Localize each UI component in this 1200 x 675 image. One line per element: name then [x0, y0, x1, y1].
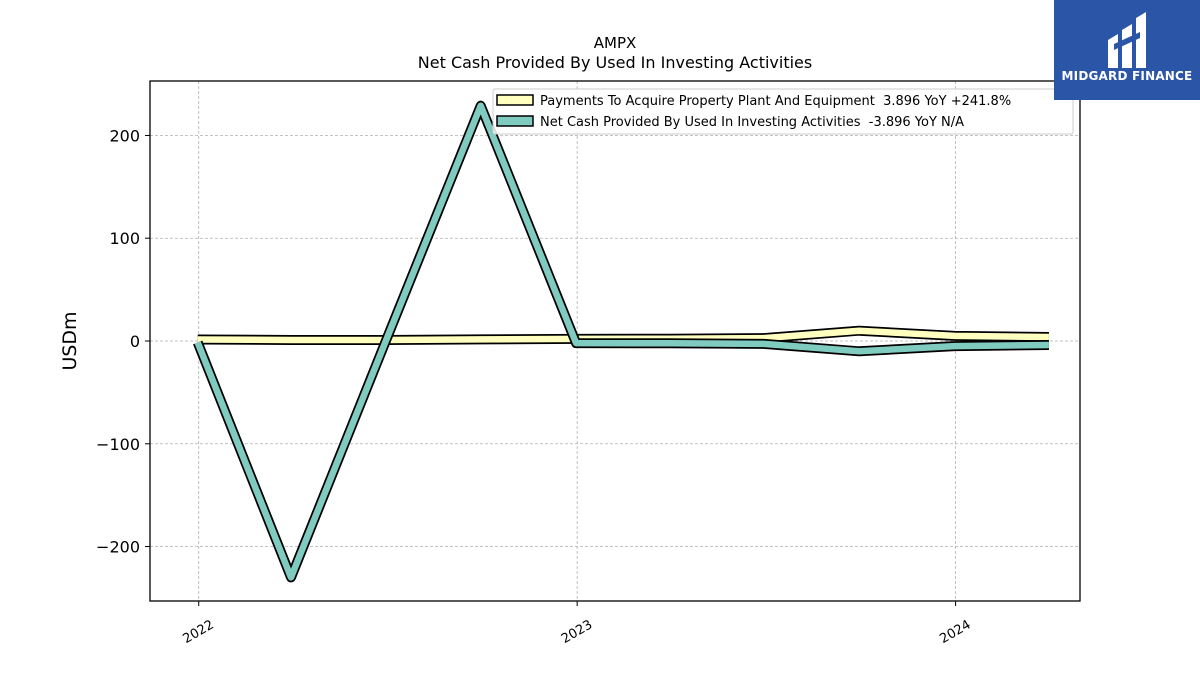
legend: Payments To Acquire Property Plant And E… — [492, 88, 1074, 135]
series-layer — [193, 100, 1049, 583]
y-tick-label: −200 — [96, 538, 140, 557]
y-axis-label: USDm — [59, 311, 81, 370]
x-tick-label: 2023 — [559, 617, 595, 647]
legend-swatch-capex — [496, 94, 534, 106]
legend-label-investing: Net Cash Provided By Used In Investing A… — [540, 115, 964, 130]
logo-mark-icon — [1108, 12, 1146, 68]
y-axis-ticks: 200 100 0 −100 −200 — [96, 126, 150, 557]
legend-label-capex: Payments To Acquire Property Plant And E… — [540, 94, 1011, 109]
chart-subtitle: Net Cash Provided By Used In Investing A… — [418, 53, 812, 72]
x-tick-label: 2024 — [937, 617, 973, 647]
y-tick-label: −100 — [96, 435, 140, 454]
brand-logo: MIDGARD FINANCE — [1054, 0, 1200, 100]
y-tick-label: 200 — [109, 126, 140, 145]
x-axis-ticks: 2022 2023 2024 — [181, 601, 974, 647]
y-tick-label: 100 — [109, 229, 140, 248]
y-tick-label: 0 — [130, 332, 140, 351]
legend-frame — [492, 88, 1074, 135]
logo-text: MIDGARD FINANCE — [1061, 69, 1193, 83]
series-line-investing — [194, 102, 1049, 581]
legend-swatch-investing — [496, 115, 534, 127]
x-tick-label: 2022 — [181, 617, 217, 647]
chart-title: AMPX — [594, 34, 637, 52]
